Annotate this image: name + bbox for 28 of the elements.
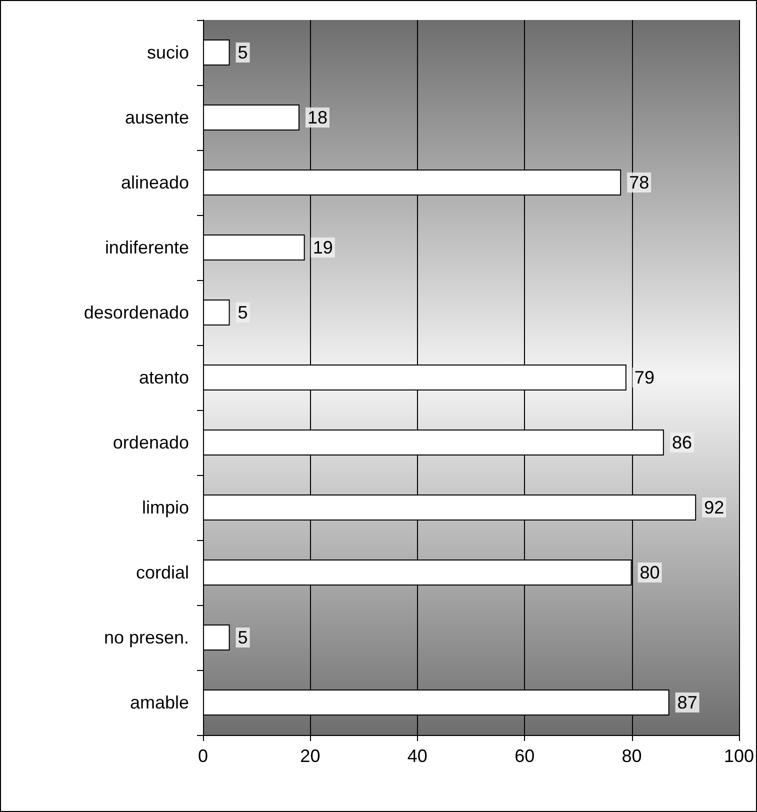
y-tick-label: sucio bbox=[146, 42, 189, 62]
x-tick-label: 0 bbox=[198, 746, 208, 766]
x-tick-label: 20 bbox=[300, 746, 320, 766]
data-label: 87 bbox=[677, 692, 698, 712]
data-label: 78 bbox=[629, 172, 650, 192]
y-tick-label: amable bbox=[130, 692, 189, 712]
y-tick-label: ausente bbox=[124, 108, 189, 128]
x-tick-label: 80 bbox=[622, 746, 642, 766]
x-tick-label: 40 bbox=[407, 746, 428, 766]
x-tick-label: 100 bbox=[724, 746, 754, 766]
data-label: 5 bbox=[238, 302, 248, 322]
y-tick-label: no presen. bbox=[104, 628, 189, 648]
data-label: 80 bbox=[640, 562, 660, 582]
data-label: 79 bbox=[634, 368, 654, 388]
y-tick-label: indiferente bbox=[104, 238, 189, 258]
data-label: 18 bbox=[307, 108, 328, 128]
data-label: 86 bbox=[672, 432, 692, 452]
y-tick-label: ordenado bbox=[112, 432, 189, 452]
y-tick-label: alineado bbox=[120, 172, 189, 192]
data-label: 92 bbox=[704, 498, 724, 518]
y-tick-label: limpio bbox=[142, 498, 189, 518]
y-tick-label: desordenado bbox=[84, 302, 189, 322]
y-tick-label: atento bbox=[138, 368, 189, 388]
y-tick-label: cordial bbox=[136, 562, 189, 582]
data-label: 5 bbox=[238, 42, 248, 62]
data-label: 19 bbox=[312, 238, 333, 258]
data-label: 5 bbox=[238, 628, 248, 648]
x-tick-label: 60 bbox=[514, 746, 535, 766]
